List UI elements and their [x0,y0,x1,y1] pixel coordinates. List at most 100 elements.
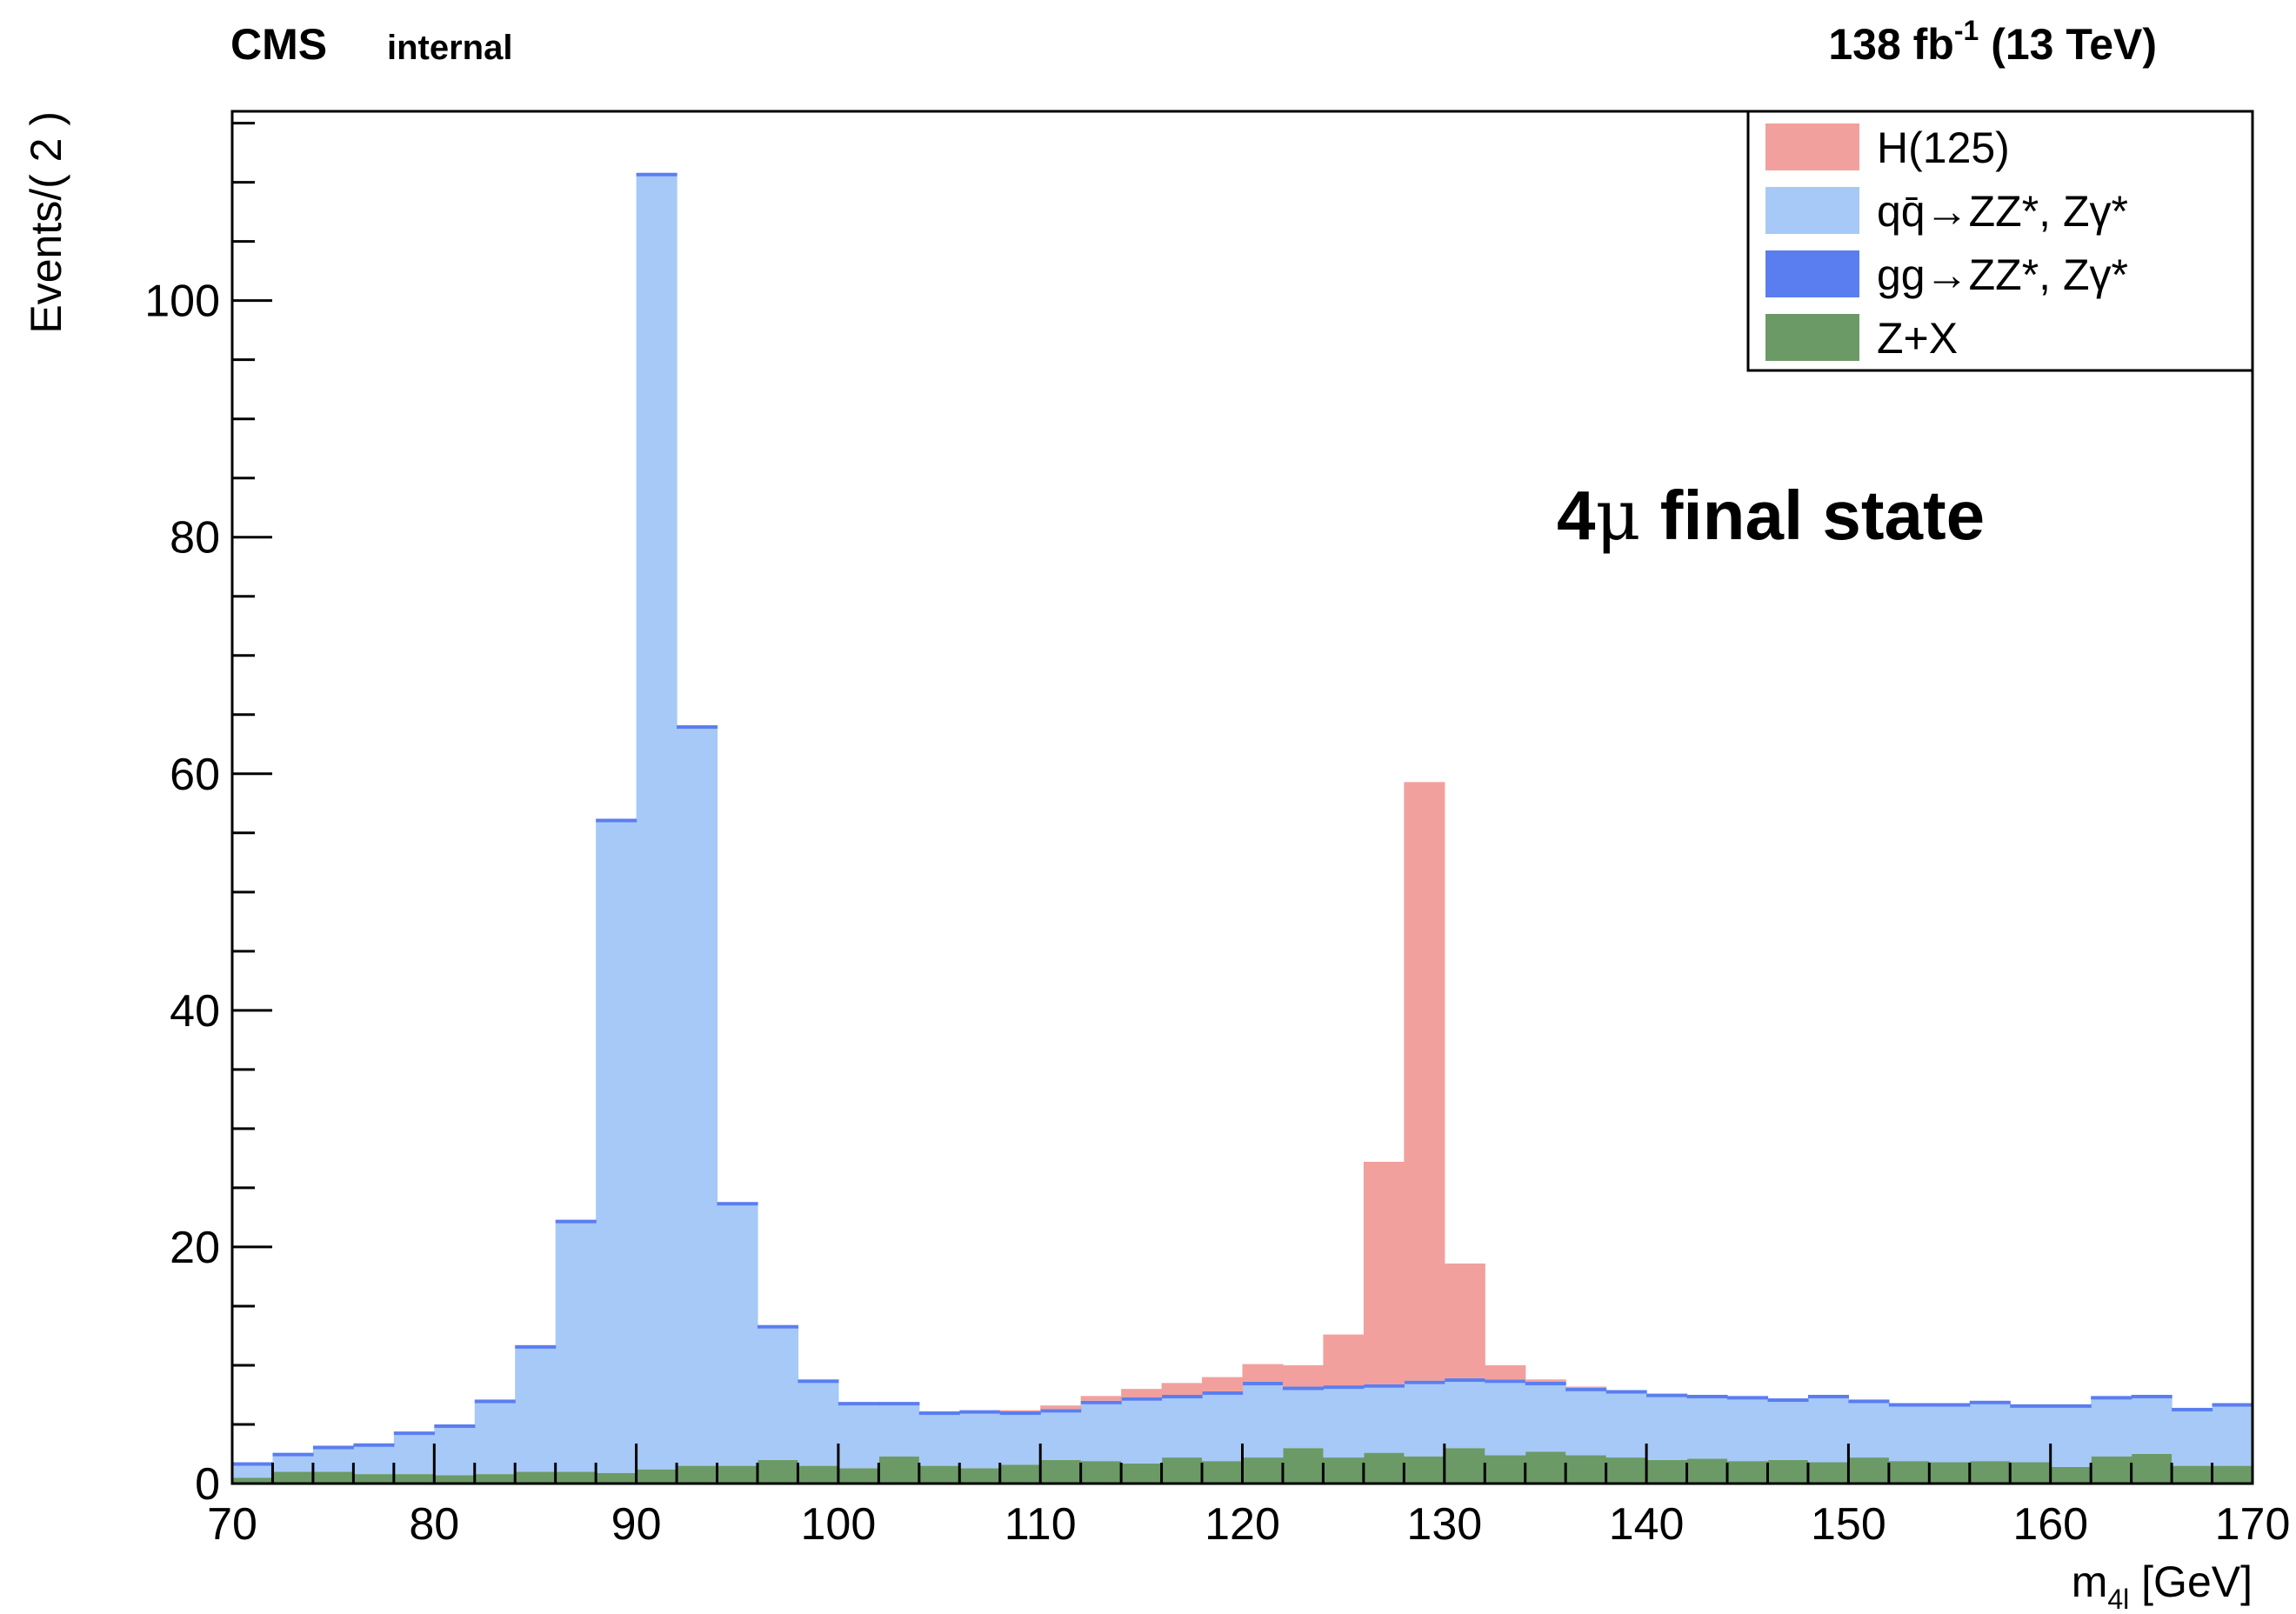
bar-qqzz-11 [677,729,718,1466]
bar-zx-29 [1404,1456,1445,1484]
bar-ggzz-14 [798,1379,839,1384]
bar-higgs-32 [1525,1379,1566,1383]
bar-higgs-33 [1565,1386,1607,1388]
bar-qqzz-32 [1525,1385,1566,1452]
bar-higgs-31 [1485,1364,1526,1380]
bar-ggzz-22 [1121,1397,1163,1401]
bar-ggzz-44 [2010,1404,2052,1408]
lumi-exponent: -1 [1954,15,1979,46]
bar-zx-13 [757,1459,799,1484]
bar-qqzz-13 [757,1328,799,1460]
bar-qqzz-49 [2212,1406,2253,1466]
bar-qqzz-18 [959,1413,1001,1469]
bar-qqzz-25 [1242,1385,1284,1458]
legend-swatch-qqzz [1765,187,1859,234]
bar-ggzz-27 [1323,1385,1365,1390]
bar-ggzz-8 [555,1219,597,1224]
bar-qqzz-44 [2010,1407,2052,1463]
bar-qqzz-10 [636,176,677,1470]
bar-ggzz-7 [515,1344,557,1349]
bar-ggzz-47 [2131,1394,2173,1399]
bar-ggzz-19 [999,1411,1041,1416]
bar-qqzz-47 [2131,1398,2173,1454]
x-axis-ticks: 70 80 90 100 110 120 130 140 150 160 170 [207,1444,2290,1550]
bar-zx-33 [1565,1455,1607,1484]
bar-ggzz-4 [393,1431,435,1436]
annotation-mu: μ [1596,475,1641,556]
bar-higgs-23 [1161,1383,1203,1395]
experiment-label: CMS [230,20,327,69]
x-axis-title-unit: [GeV] [2129,1557,2253,1606]
bar-qqzz-22 [1121,1400,1163,1464]
bar-qqzz-33 [1565,1391,1607,1456]
x-tick-label-110: 110 [1004,1499,1077,1550]
bar-zx-15 [838,1468,879,1484]
y-tick-label-100: 100 [144,277,220,327]
bar-qqzz-16 [878,1405,920,1457]
bar-ggzz-3 [353,1443,395,1447]
y-axis-ticks: 0 20 40 60 80 100 [144,122,272,1510]
bar-qqzz-2 [312,1449,354,1472]
legend: H(125) qq̄→ZZ*, Zγ* gg→ZZ*, Zγ* Z+X [1746,110,2254,372]
bar-qqzz-0 [232,1465,274,1478]
bar-ggzz-39 [1807,1394,1849,1399]
bar-zx-2 [312,1471,354,1484]
bar-qqzz-21 [1080,1404,1122,1462]
bar-zx-37 [1727,1461,1769,1484]
bar-zx-6 [474,1474,516,1484]
bar-zx-8 [555,1471,597,1484]
bar-ggzz-29 [1404,1380,1445,1384]
bar-zx-10 [636,1469,677,1484]
bar-ggzz-9 [596,818,637,823]
bar-ggzz-21 [1080,1400,1122,1404]
bar-qqzz-5 [434,1428,476,1476]
y-tick-label-0: 0 [195,1459,220,1510]
bar-zx-0 [232,1477,274,1484]
bar-zx-20 [1040,1459,1082,1484]
bar-qqzz-12 [717,1205,758,1466]
bar-zx-5 [434,1475,476,1484]
bar-qqzz-34 [1605,1393,1647,1458]
bar-ggzz-11 [677,725,718,730]
luminosity-label: 138 fb-1 (13 TeV) [1828,15,2157,69]
bar-qqzz-15 [838,1405,879,1469]
x-tick-label-160: 160 [2012,1499,2088,1550]
bar-qqzz-26 [1282,1390,1325,1449]
bar-qqzz-7 [515,1348,557,1472]
bar-qqzz-20 [1040,1412,1082,1460]
bar-qqzz-42 [1929,1406,1971,1463]
bar-zx-30 [1444,1448,1485,1484]
bar-qqzz-35 [1646,1397,1688,1460]
bar-qqzz-36 [1686,1398,1728,1459]
bar-zx-32 [1525,1451,1566,1484]
bar-ggzz-1 [272,1452,314,1457]
bar-qqzz-38 [1767,1402,1809,1460]
bar-higgs-21 [1080,1396,1122,1401]
x-tick-label-90: 90 [611,1499,662,1550]
y-tick-label-80: 80 [170,513,220,564]
bar-zx-9 [596,1472,637,1484]
bar-ggzz-31 [1485,1379,1526,1384]
bar-zx-40 [1848,1457,1890,1484]
x-axis-title-main: m [2072,1557,2108,1606]
bar-zx-43 [1969,1461,2011,1484]
bar-higgs-24 [1202,1377,1244,1391]
bar-ggzz-45 [2050,1404,2092,1408]
bar-zx-39 [1807,1462,1849,1484]
bar-zx-16 [878,1456,920,1484]
bar-higgs-26 [1282,1364,1325,1387]
bar-ggzz-43 [1969,1400,2011,1404]
bar-ggzz-24 [1202,1391,1244,1395]
bar-higgs-30 [1444,1263,1485,1378]
bar-zx-24 [1202,1461,1244,1484]
bar-qqzz-14 [798,1383,839,1466]
bar-zx-35 [1646,1459,1688,1484]
bar-zx-3 [353,1474,395,1484]
bar-ggzz-46 [2091,1396,2132,1400]
bar-zx-12 [717,1465,758,1484]
bar-ggzz-0 [232,1462,274,1466]
x-axis-title-sub: 4l [2107,1584,2129,1614]
bar-ggzz-10 [636,172,677,177]
bar-zx-22 [1121,1463,1163,1484]
